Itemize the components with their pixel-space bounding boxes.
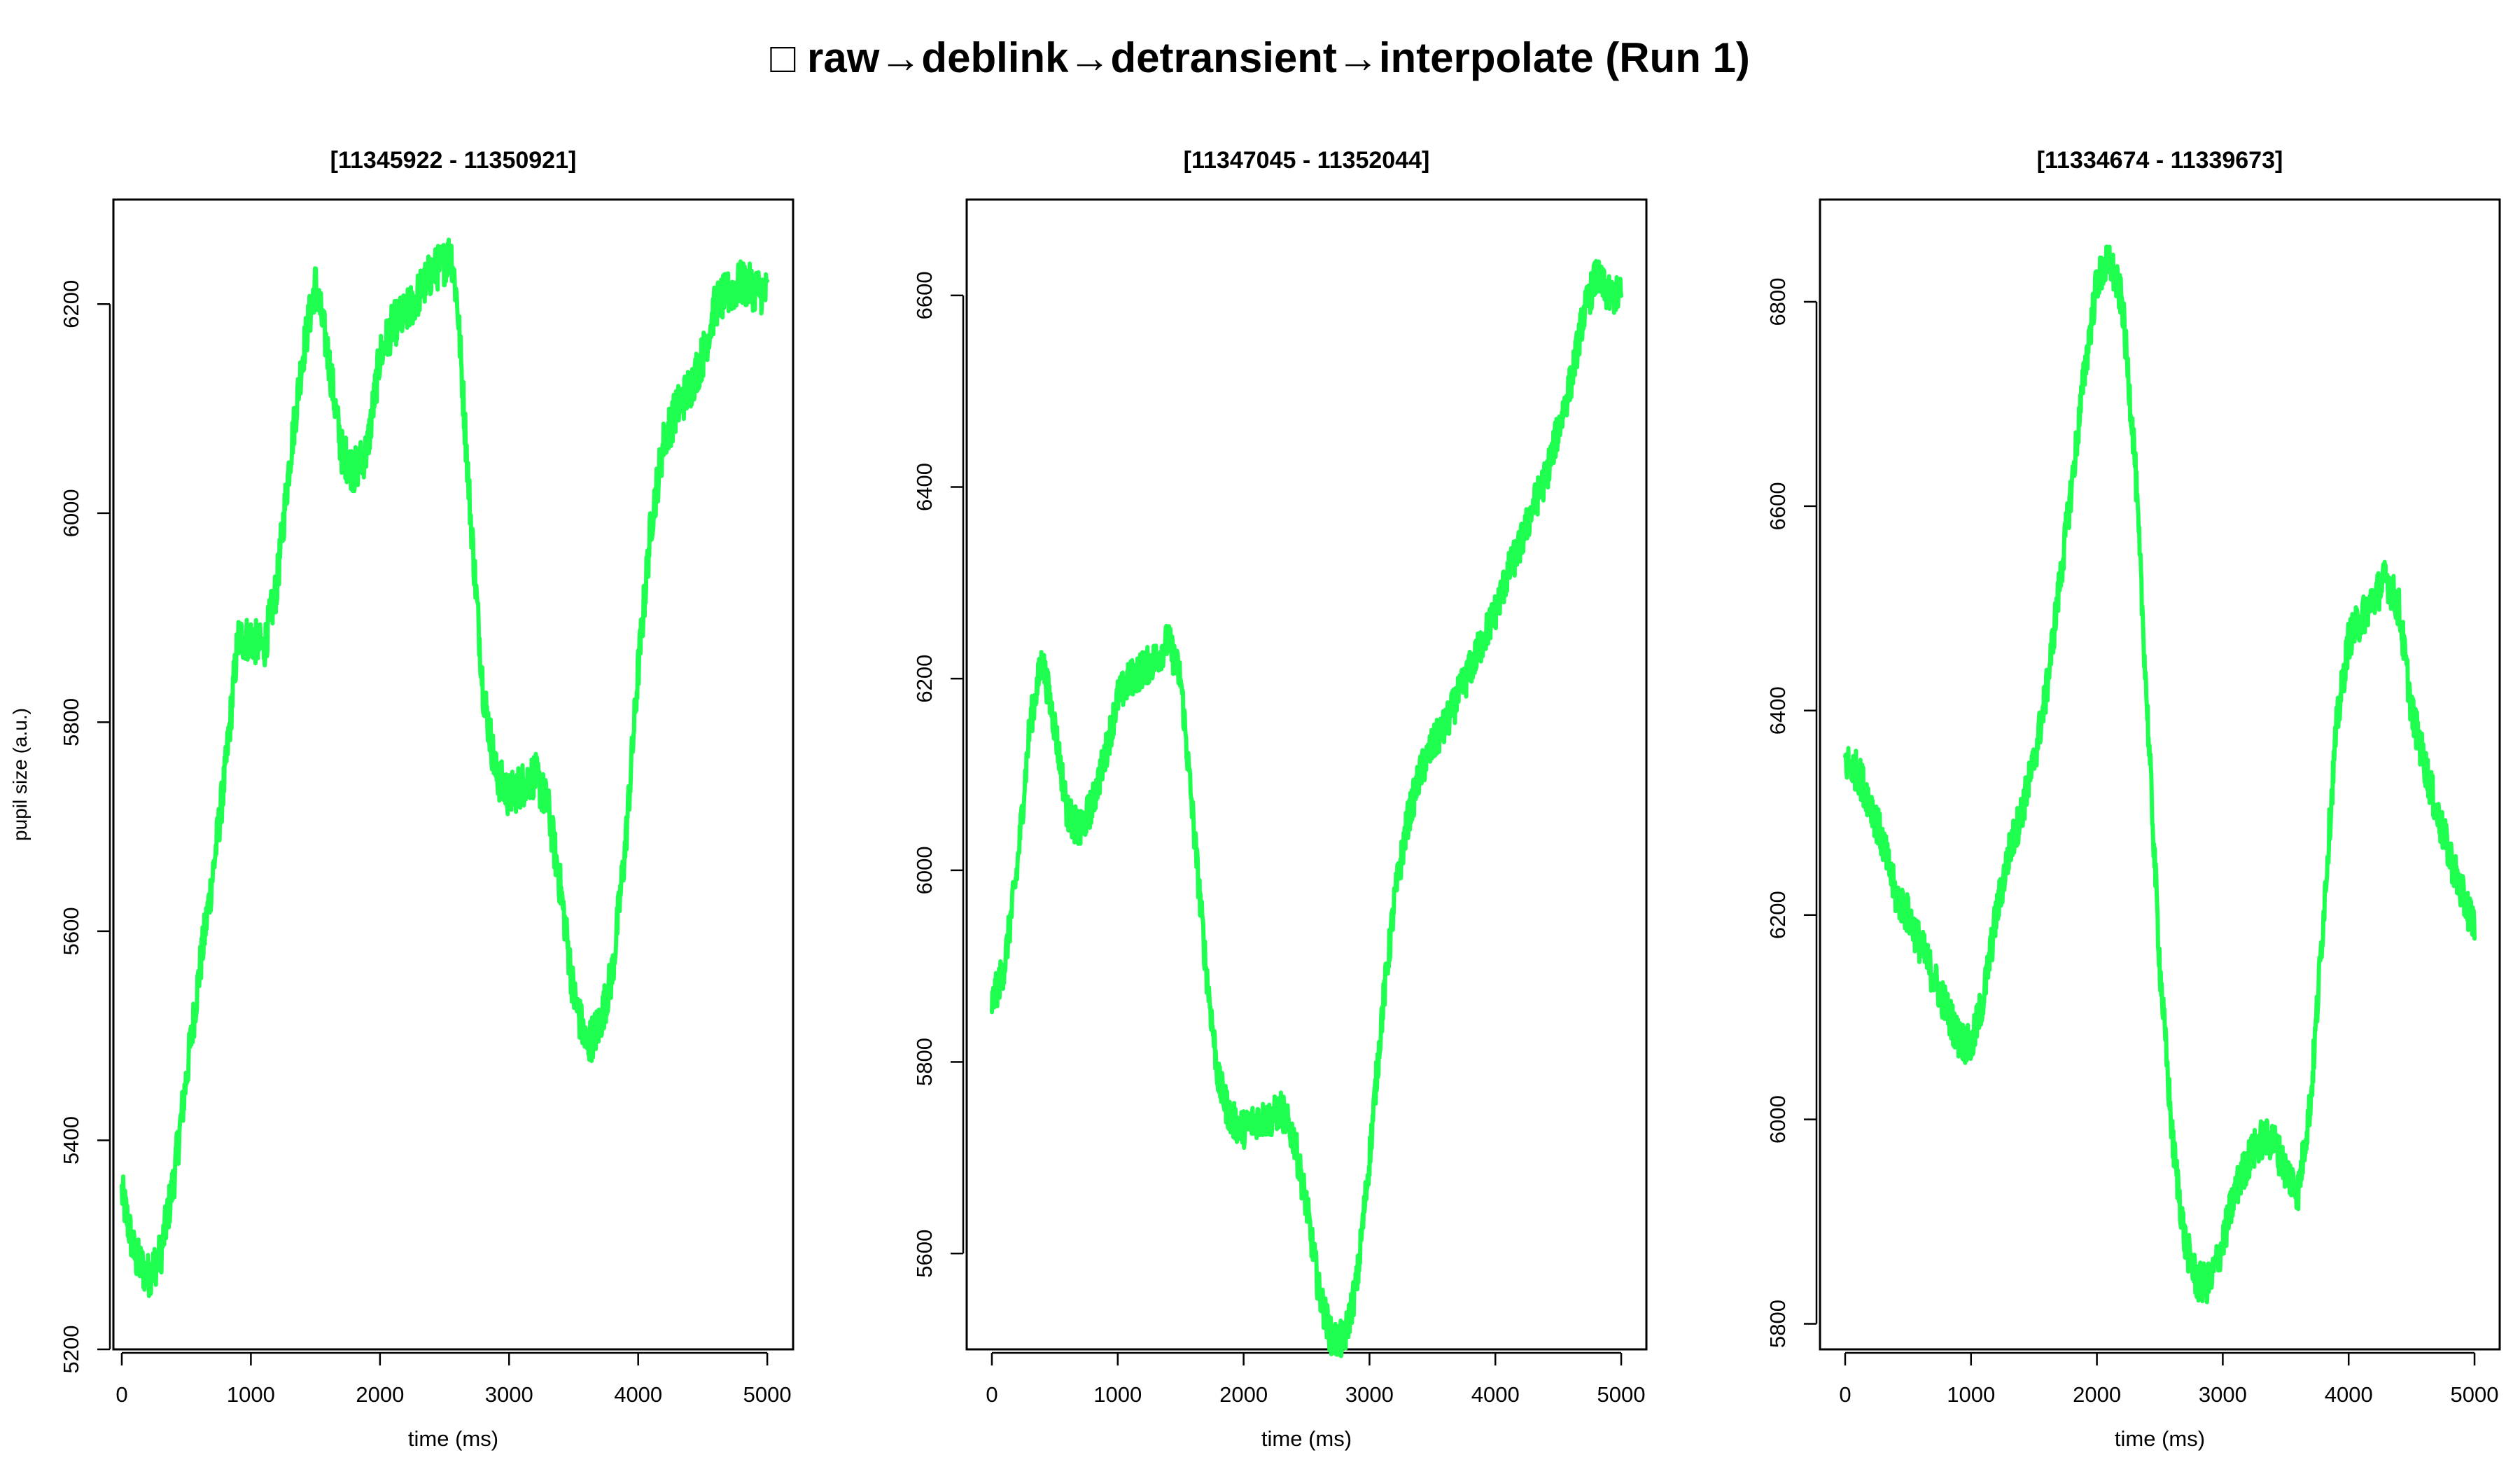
x-tick-label: 5000: [2451, 1382, 2499, 1407]
figure-title: □ raw→deblink→detransient→interpolate (R…: [770, 34, 1750, 81]
x-tick-label: 0: [1839, 1382, 1851, 1407]
x-tick-label: 2000: [356, 1382, 404, 1407]
x-tick-label: 5000: [743, 1382, 792, 1407]
panel-title: [11345922 - 11350921]: [330, 147, 577, 174]
x-tick-label: 1000: [1093, 1382, 1142, 1407]
y-tick-label: 5400: [59, 1116, 83, 1164]
x-tick-label: 2000: [1219, 1382, 1268, 1407]
x-tick-label: 3000: [1345, 1382, 1394, 1407]
x-axis-label: time (ms): [408, 1426, 498, 1451]
x-tick-label: 3000: [2199, 1382, 2247, 1407]
y-tick-label: 5800: [59, 698, 83, 746]
y-tick-label: 5800: [912, 1038, 937, 1086]
y-tick-label: 6200: [59, 280, 83, 328]
x-tick-label: 1000: [227, 1382, 275, 1407]
x-tick-label: 3000: [485, 1382, 533, 1407]
y-tick-label: 5200: [59, 1326, 83, 1374]
y-tick-label: 6400: [1765, 686, 1790, 735]
plot-frame: [965, 198, 1648, 1351]
panel-title: [11347045 - 11352044]: [1184, 147, 1430, 174]
y-tick-label: 6800: [1765, 277, 1790, 326]
x-tick-label: 5000: [1597, 1382, 1646, 1407]
x-axis-label: time (ms): [1261, 1426, 1352, 1451]
x-tick-label: 0: [115, 1382, 127, 1407]
x-tick-label: 2000: [2073, 1382, 2121, 1407]
x-tick-label: 4000: [2325, 1382, 2373, 1407]
y-tick-label: 5600: [59, 907, 83, 955]
x-tick-label: 1000: [1947, 1382, 1995, 1407]
series-line-1: [1843, 244, 2477, 1305]
x-tick-label: 4000: [1471, 1382, 1520, 1407]
plot-frame: [112, 198, 794, 1351]
y-axis-label: pupil size (a.u.): [9, 708, 31, 841]
y-tick-label: 6000: [912, 846, 937, 894]
y-tick-label: 6400: [912, 463, 937, 511]
y-tick-label: 6000: [59, 489, 83, 537]
y-tick-label: 6200: [1765, 891, 1790, 939]
x-tick-label: 4000: [614, 1382, 662, 1407]
y-tick-label: 6200: [912, 655, 937, 703]
panel-title: [11334674 - 11339673]: [2037, 147, 2283, 174]
x-tick-label: 0: [986, 1382, 997, 1407]
y-tick-label: 6000: [1765, 1095, 1790, 1143]
y-tick-label: 6600: [1765, 482, 1790, 530]
series-line-1: [990, 258, 1623, 1358]
y-tick-label: 6600: [912, 271, 937, 319]
y-tick-label: 5600: [912, 1230, 937, 1278]
series-line-1: [120, 237, 770, 1298]
y-tick-label: 5800: [1765, 1300, 1790, 1348]
x-axis-label: time (ms): [2115, 1426, 2205, 1451]
plot-frame: [1819, 198, 2501, 1351]
